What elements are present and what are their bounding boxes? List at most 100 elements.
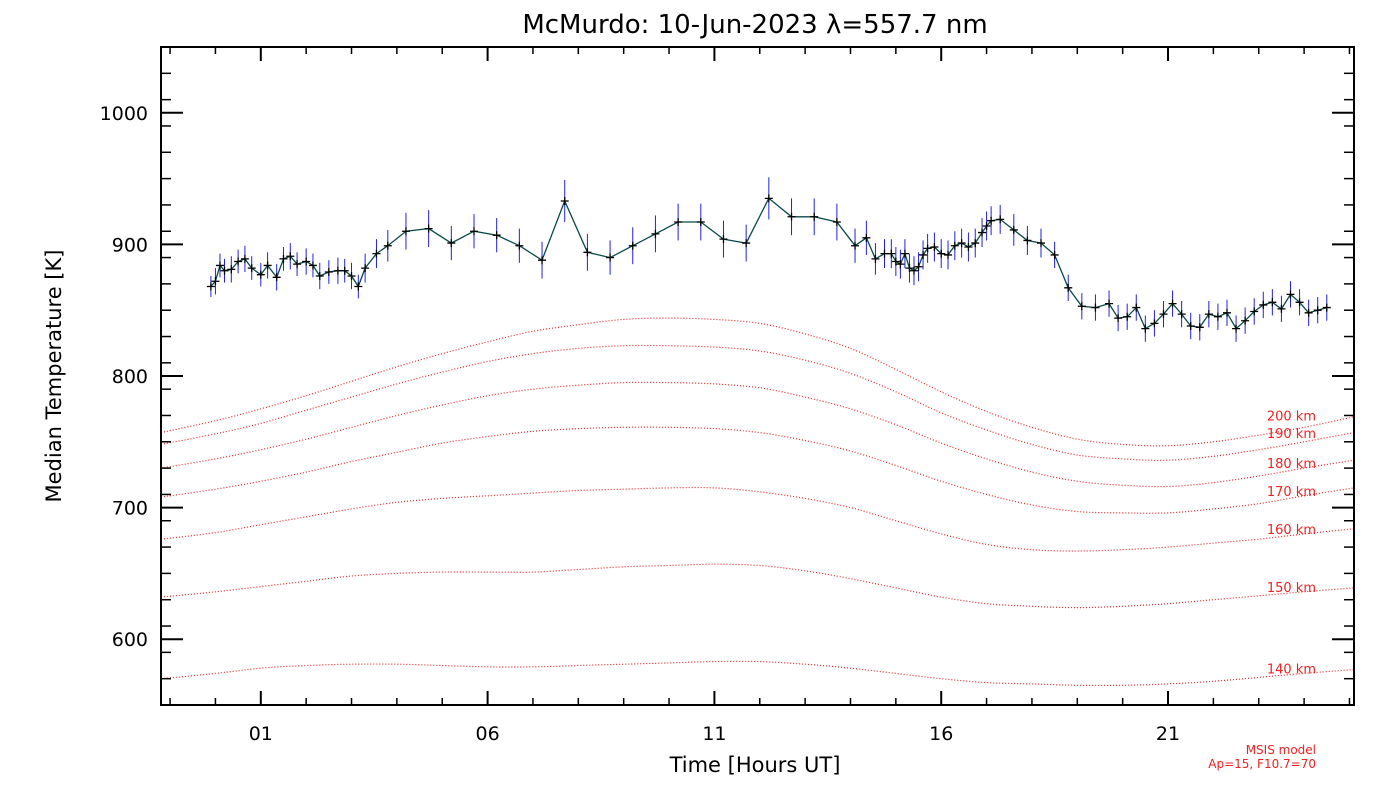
- plot-frame: [160, 46, 1355, 706]
- data-point: [1313, 306, 1322, 315]
- data-point: [215, 261, 224, 270]
- data-point: [560, 196, 569, 205]
- data-point: [1141, 324, 1150, 333]
- data-point: [919, 250, 928, 259]
- data-point: [1222, 308, 1231, 317]
- data-point: [862, 233, 871, 242]
- data-point: [964, 243, 973, 252]
- plot-axes: 01 06 11 16 21 600 700 800 900 1000: [100, 46, 1355, 745]
- data-point: [957, 239, 966, 248]
- data-point: [996, 215, 1005, 224]
- data-point: [538, 256, 547, 265]
- data-point: [1091, 303, 1100, 312]
- msis-model-curves: 200 km 190 km 180 km 170 km 160 km 150 km 140 …: [160, 317, 1355, 687]
- model-note-params: Ap=15, F10.7=70: [1208, 757, 1316, 771]
- data-point: [1204, 310, 1213, 319]
- data-point: [308, 261, 317, 270]
- data-point: [909, 266, 918, 275]
- data-point: [1213, 312, 1222, 321]
- data-point: [354, 282, 363, 291]
- data-point: [1159, 310, 1168, 319]
- data-point: [764, 194, 773, 203]
- data-point: [383, 241, 392, 250]
- data-point: [851, 241, 860, 250]
- model-label-190-km: 190 km: [1267, 427, 1316, 442]
- data-point: [1009, 225, 1018, 234]
- model-label-180-km: 180 km: [1267, 457, 1316, 472]
- model-note-title: MSIS model: [1246, 743, 1316, 757]
- data-point: [347, 271, 356, 280]
- data-point: [206, 282, 215, 291]
- data-point: [424, 224, 433, 233]
- data-point: [832, 218, 841, 227]
- data-point: [333, 266, 342, 275]
- data-point: [324, 268, 333, 277]
- data-point: [674, 218, 683, 227]
- model-label-140-km: 140 km: [1267, 662, 1316, 677]
- data-point: [651, 229, 660, 238]
- y-tick-label: 1000: [100, 103, 148, 125]
- data-point: [220, 266, 229, 275]
- data-point: [887, 249, 896, 258]
- chart-title: McMurdo: 10-Jun-2023 λ=557.7 nm: [522, 10, 987, 40]
- measured-temperature-series: [206, 177, 1331, 342]
- data-point: [447, 239, 456, 248]
- data-point: [302, 257, 311, 266]
- data-point: [469, 227, 478, 236]
- data-point: [944, 250, 953, 259]
- data-point: [930, 243, 939, 252]
- data-point: [1286, 290, 1295, 299]
- data-point: [923, 244, 932, 253]
- data-point: [372, 249, 381, 258]
- data-point: [978, 228, 987, 237]
- data-point: [1168, 299, 1177, 308]
- x-tick-label: 01: [249, 723, 273, 745]
- data-point: [492, 231, 501, 240]
- x-tick-label: 11: [702, 723, 726, 745]
- data-point: [1114, 314, 1123, 323]
- data-point: [583, 248, 592, 257]
- y-tick-label: 600: [112, 629, 148, 651]
- data-point: [1123, 312, 1132, 321]
- x-tick-label: 06: [476, 723, 500, 745]
- data-point: [1277, 304, 1286, 313]
- model-curve-180-km: [160, 381, 1355, 488]
- data-point: [971, 239, 980, 248]
- data-point: [240, 254, 249, 263]
- data-point: [1322, 303, 1331, 312]
- data-point: [315, 271, 324, 280]
- model-curve-190-km: [160, 344, 1355, 461]
- data-point: [1250, 307, 1259, 316]
- data-point: [1259, 300, 1268, 309]
- data-point: [937, 249, 946, 258]
- data-point: [1177, 310, 1186, 319]
- data-point: [810, 212, 819, 221]
- data-point: [950, 241, 959, 250]
- data-point: [256, 270, 265, 279]
- data-point: [606, 253, 615, 262]
- data-point: [515, 241, 524, 250]
- data-point: [227, 265, 236, 274]
- data-point: [211, 277, 220, 286]
- data-point: [891, 257, 900, 266]
- data-point: [900, 249, 909, 258]
- y-axis-label: Median Temperature [K]: [42, 250, 66, 503]
- data-point: [1023, 236, 1032, 245]
- data-point: [263, 261, 272, 270]
- data-point: [272, 273, 281, 282]
- model-label-150-km: 150 km: [1267, 581, 1316, 596]
- data-point: [1050, 250, 1059, 259]
- data-point: [628, 241, 637, 250]
- model-curve-160-km: [160, 486, 1355, 552]
- x-tick-label: 21: [1156, 723, 1180, 745]
- y-tick-label: 800: [112, 366, 148, 388]
- data-point: [1295, 298, 1304, 307]
- data-point: [286, 252, 295, 261]
- data-point: [987, 216, 996, 225]
- model-label-200-km: 200 km: [1267, 409, 1316, 424]
- data-point: [1105, 299, 1114, 308]
- data-point: [361, 264, 370, 273]
- data-point: [1186, 321, 1195, 330]
